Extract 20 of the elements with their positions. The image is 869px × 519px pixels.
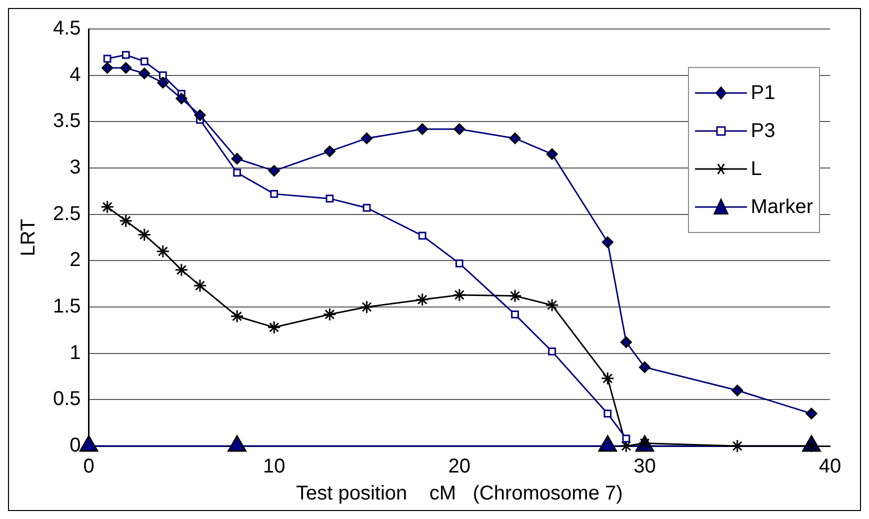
x-axis-title: Test position cM (Chromosome 7) xyxy=(296,482,623,505)
x-tick-label: 30 xyxy=(634,456,656,478)
y-tick-label: 3.5 xyxy=(52,110,81,132)
legend-label: P3 xyxy=(750,120,776,142)
y-tick-label: 4 xyxy=(70,64,81,86)
y-tick-label: 0.5 xyxy=(52,388,81,410)
x-tick-label: 20 xyxy=(448,456,471,478)
y-tick-label: 1.5 xyxy=(52,296,81,318)
x-tick-label: 10 xyxy=(262,456,286,478)
y-tick-label: 2.5 xyxy=(52,202,81,225)
legend-label: Marker xyxy=(750,196,813,218)
legend-label: P1 xyxy=(750,82,776,104)
y-axis-title: LRT xyxy=(18,218,40,256)
y-tick-label: 2 xyxy=(70,249,81,272)
legend-label: L xyxy=(750,158,762,180)
x-tick-label: 40 xyxy=(818,456,842,478)
y-tick-label: 4.5 xyxy=(52,18,81,40)
y-tick-label: 0 xyxy=(70,434,81,457)
y-tick-label: 3 xyxy=(70,156,81,179)
y-tick-label: 1 xyxy=(70,342,81,364)
